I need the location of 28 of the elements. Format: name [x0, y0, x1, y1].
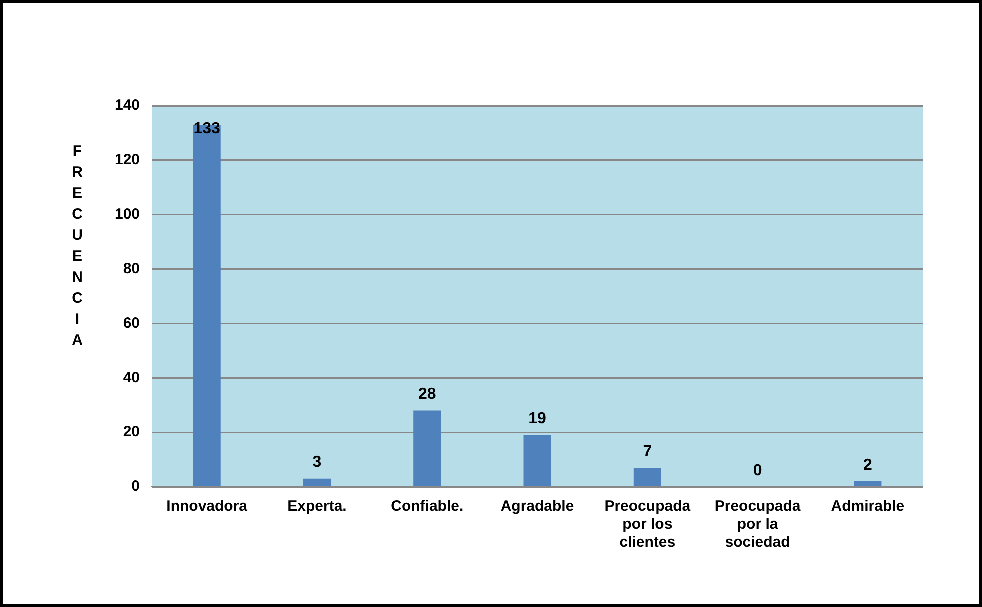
- x-tick-label: Agradable: [500, 498, 574, 516]
- bar: [524, 435, 552, 486]
- data-label: 28: [418, 386, 436, 404]
- y-tick-label: 60: [123, 314, 140, 332]
- y-axis-title: FRECUENCIA: [69, 143, 86, 353]
- data-label: 133: [194, 120, 221, 138]
- data-label: 2: [863, 456, 872, 474]
- y-tick-label: 20: [123, 424, 140, 441]
- data-label: 3: [312, 454, 322, 472]
- data-label: 7: [643, 443, 652, 460]
- data-label: 19: [528, 410, 547, 428]
- x-tick-label: Preocupada por los clientes: [604, 498, 692, 552]
- data-label: 0: [753, 462, 762, 480]
- bar: [414, 410, 442, 486]
- bar: [854, 482, 882, 486]
- x-tick-label: Innovadora: [166, 498, 248, 516]
- y-tick-label: 140: [114, 97, 140, 114]
- bar: [634, 468, 662, 486]
- y-tick-label: 80: [123, 260, 140, 278]
- x-tick-label: Admirable: [831, 498, 905, 516]
- y-tick-label: 100: [114, 206, 140, 223]
- y-tick-label: 40: [123, 369, 140, 386]
- x-tick-label: Experta.: [288, 498, 347, 516]
- y-tick-label: 0: [132, 478, 140, 496]
- bar: [303, 478, 332, 486]
- x-tick-label: Confiable.: [391, 498, 464, 516]
- x-tick-label: Preocupada por la sociedad: [714, 498, 802, 552]
- y-tick-label: 120: [114, 152, 140, 169]
